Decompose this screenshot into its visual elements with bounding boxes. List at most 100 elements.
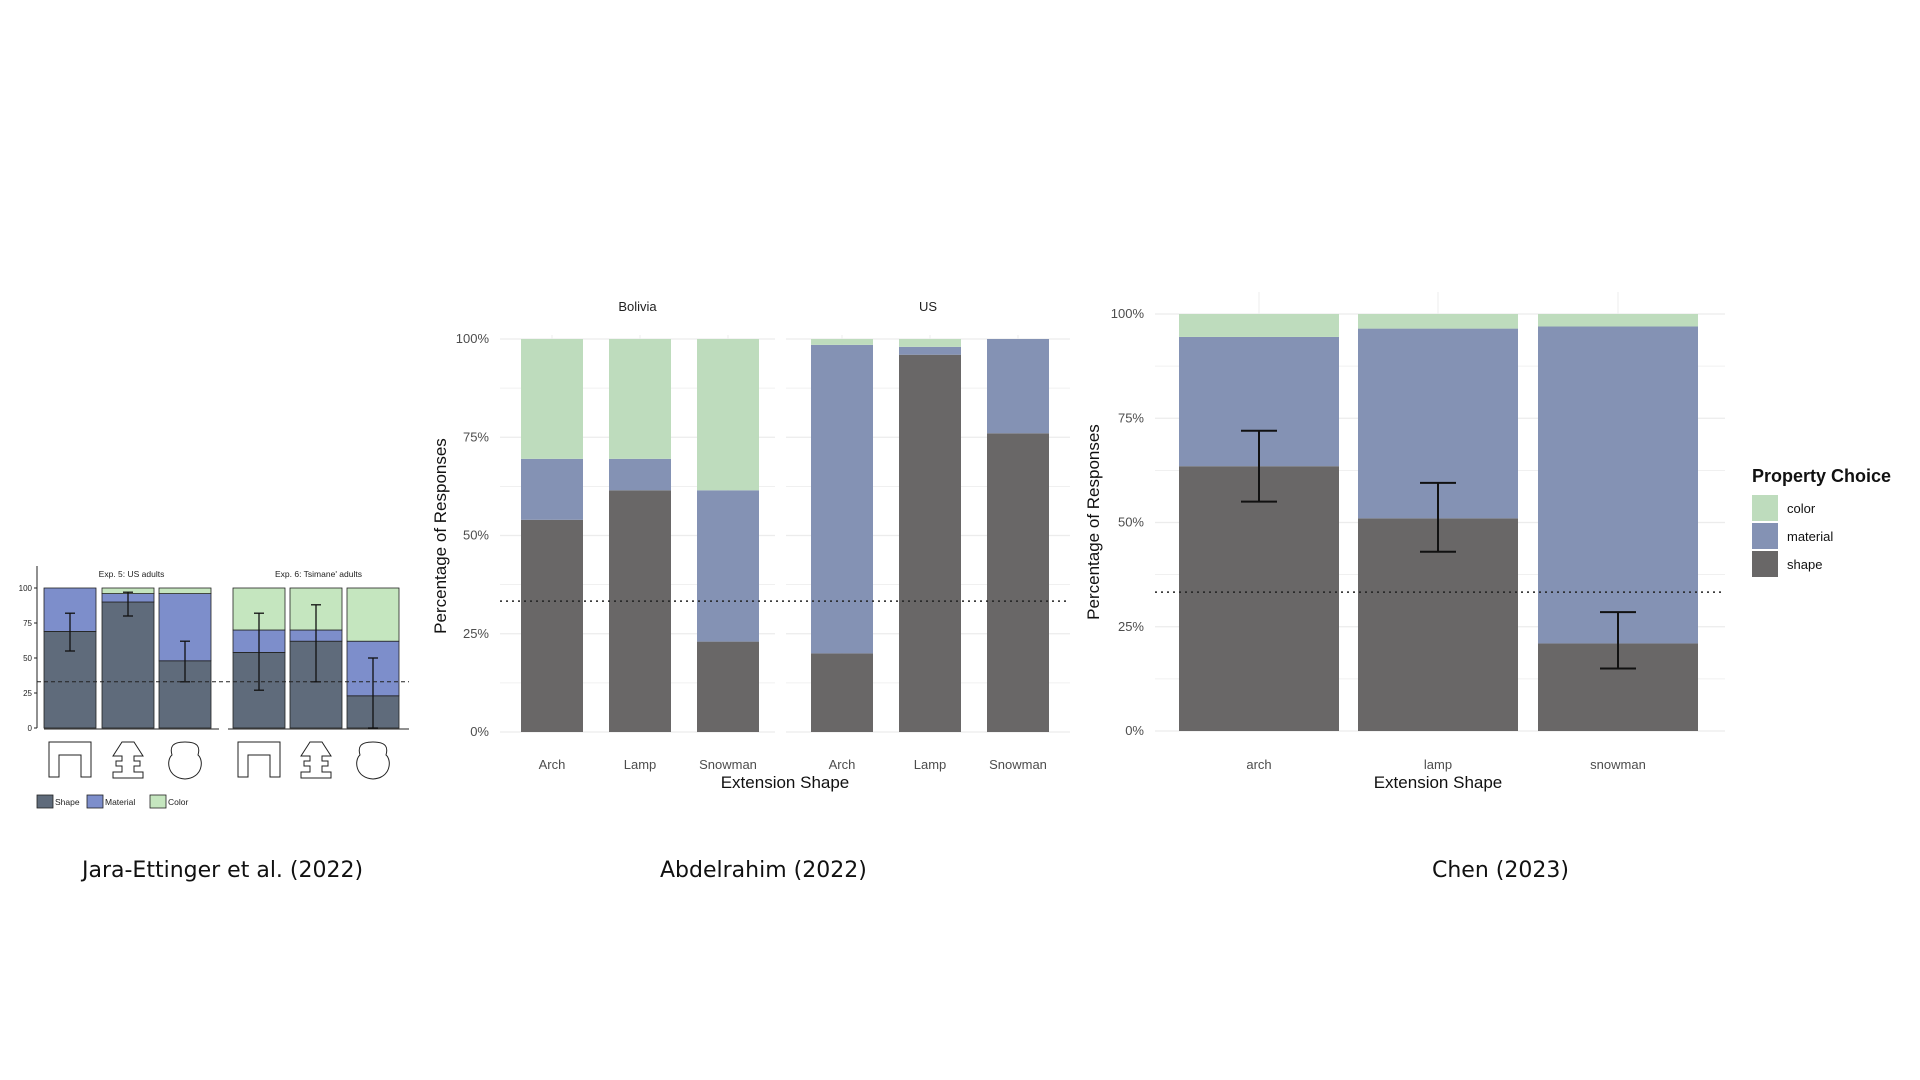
bar-shape (987, 433, 1049, 732)
y-tick-label: 75 (23, 619, 32, 628)
x-tick-label: Lamp (914, 757, 947, 772)
error-bar (123, 591, 133, 617)
bar-shape (697, 641, 759, 732)
y-tick-label: 100% (1111, 306, 1145, 321)
legend-item-color: color (1752, 495, 1816, 521)
x-tick-label: Arch (829, 757, 856, 772)
y-tick-label: 0% (470, 724, 489, 739)
snowman-icon (168, 741, 202, 780)
bar-material (987, 339, 1049, 434)
legend-swatch (36, 794, 54, 809)
arch-icon (48, 741, 92, 778)
bar-color (158, 587, 212, 594)
bar-shape (609, 490, 671, 732)
y-tick-label: 100 (19, 584, 33, 593)
y-tick-label: 25% (1118, 619, 1144, 634)
snowman-icon (356, 741, 390, 780)
legend-item-color: Color (149, 794, 188, 809)
x-tick-label: Snowman (699, 757, 757, 772)
y-axis-label: Percentage of Responses (1084, 424, 1103, 620)
legend-swatch (1752, 523, 1778, 549)
y-tick-label: 50% (1118, 515, 1144, 530)
bar-material (697, 490, 759, 642)
bar-color (1358, 314, 1518, 329)
lamp-outline (300, 741, 332, 779)
error-bar (1420, 481, 1456, 553)
arch-outline (237, 741, 281, 778)
x-tick-label: snowman (1590, 757, 1646, 772)
y-tick-label: 100% (456, 331, 490, 346)
bar-shape (101, 601, 155, 729)
y-tick-label: 75% (463, 429, 489, 444)
arch-outline (48, 741, 92, 778)
x-tick-label: Snowman (989, 757, 1047, 772)
legend-swatch (1752, 495, 1778, 521)
panel-title: US (919, 299, 937, 314)
y-axis-label: Percentage of Responses (431, 438, 450, 634)
y-tick-label: 50 (23, 654, 32, 663)
panel-title: Bolivia (618, 299, 657, 314)
error-bar (1600, 611, 1636, 670)
lamp-outline (112, 741, 144, 779)
error-bar (368, 657, 378, 729)
bar-color (521, 339, 583, 459)
legend-swatch (149, 794, 167, 809)
error-bar (1241, 429, 1277, 503)
lamp-icon (112, 741, 144, 779)
y-tick-label: 0% (1125, 723, 1144, 738)
y-tick-label: 50% (463, 528, 489, 543)
bar-color (1538, 314, 1698, 327)
caption-abdelrahim: Abdelrahim (2022) (660, 858, 867, 883)
bar-color (1179, 314, 1339, 337)
legend-label: Shape (55, 797, 80, 807)
error-bar (254, 612, 264, 691)
snowman-outline (168, 741, 202, 780)
bar-material (1538, 326, 1698, 644)
bar-color (346, 587, 400, 642)
x-axis-label: Extension Shape (721, 773, 850, 792)
x-tick-label: Arch (539, 757, 566, 772)
bar-color (697, 339, 759, 491)
bar-material (899, 346, 961, 355)
caption-chen: Chen (2023) (1432, 858, 1569, 883)
legend-label: Color (168, 797, 188, 807)
panel-title: Exp. 5: US adults (99, 569, 165, 579)
arch-icon (237, 741, 281, 778)
bar-material (811, 344, 873, 654)
bar-shape (811, 653, 873, 732)
y-tick-label: 0 (28, 724, 33, 733)
legend-label: shape (1787, 557, 1822, 572)
panel-title: Exp. 6: Tsimane' adults (275, 569, 362, 579)
legend-title: Property Choice (1752, 466, 1891, 486)
legend-item-shape: Shape (36, 794, 80, 809)
bar-shape (1179, 466, 1339, 731)
error-bar (65, 612, 75, 652)
bar-shape (521, 519, 583, 732)
y-tick-label: 75% (1118, 410, 1144, 425)
bar-color (609, 339, 671, 459)
legend-item-material: material (1752, 523, 1833, 549)
bar-shape (899, 354, 961, 732)
snowman-outline (356, 741, 390, 780)
legend-swatch (86, 794, 104, 809)
bar-material (521, 458, 583, 520)
legend-swatch (1752, 551, 1778, 577)
bar-shape (1358, 518, 1518, 731)
bar-material (609, 458, 671, 491)
x-tick-label: arch (1246, 757, 1271, 772)
legend-label: Material (105, 797, 135, 807)
bar-color (899, 339, 961, 347)
caption-jara-ettinger: Jara-Ettinger et al. (2022) (82, 858, 364, 883)
legend-item-shape: shape (1752, 551, 1822, 577)
legend-label: material (1787, 529, 1833, 544)
legend-label: color (1787, 501, 1816, 516)
lamp-icon (300, 741, 332, 779)
y-tick-label: 25 (23, 689, 32, 698)
y-tick-label: 25% (463, 626, 489, 641)
bar-color (811, 339, 873, 345)
x-axis-label: Extension Shape (1374, 773, 1503, 792)
legend-item-material: Material (86, 794, 135, 809)
x-tick-label: lamp (1424, 757, 1452, 772)
x-tick-label: Lamp (624, 757, 657, 772)
